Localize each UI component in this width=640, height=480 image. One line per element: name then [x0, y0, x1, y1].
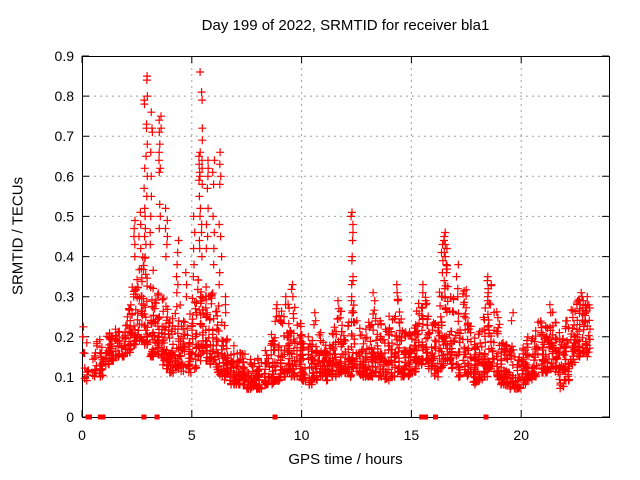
zero-value-mark — [483, 414, 489, 420]
zero-value-mark — [433, 414, 438, 420]
y-tick-label: 0.6 — [55, 168, 75, 184]
x-tick-label: 15 — [404, 427, 420, 443]
x-tick-label: 0 — [78, 427, 86, 443]
x-tick-label: 5 — [188, 427, 196, 443]
x-tick-label: 10 — [294, 427, 310, 443]
zero-value-mark — [154, 414, 160, 420]
zero-value-mark — [141, 414, 147, 420]
y-tick-label: 0.2 — [55, 329, 75, 345]
y-tick-label: 0.3 — [55, 289, 75, 305]
grid-lines — [82, 56, 609, 417]
zero-value-mark — [272, 414, 278, 420]
y-tick-label: 0.9 — [55, 48, 75, 64]
axis-tick-labels: 0 5 10 15 20 0 0.1 0.2 0.3 0.4 0.5 0.6 0.7 0.8 0.9 — [55, 48, 530, 443]
plot-border — [81, 55, 610, 418]
y-tick-label: 0.4 — [55, 249, 75, 265]
y-tick-label: 0.7 — [55, 128, 75, 144]
zero-value-mark — [100, 414, 106, 420]
zero-value-mark — [419, 414, 425, 420]
x-tick-label: 20 — [513, 427, 529, 443]
y-tick-label: 0.5 — [55, 208, 75, 224]
chart-title: Day 199 of 2022, SRMTID for receiver bla… — [201, 17, 490, 34]
y-tick-label: 0 — [66, 409, 74, 425]
zero-value-mark — [87, 414, 92, 420]
zero-value-marks — [85, 414, 489, 420]
data-points — [78, 68, 594, 393]
y-tick-label: 0.1 — [55, 369, 75, 385]
y-tick-label: 0.8 — [55, 88, 75, 104]
x-axis-label: GPS time / hours — [288, 451, 403, 468]
zero-value-mark — [423, 414, 429, 420]
